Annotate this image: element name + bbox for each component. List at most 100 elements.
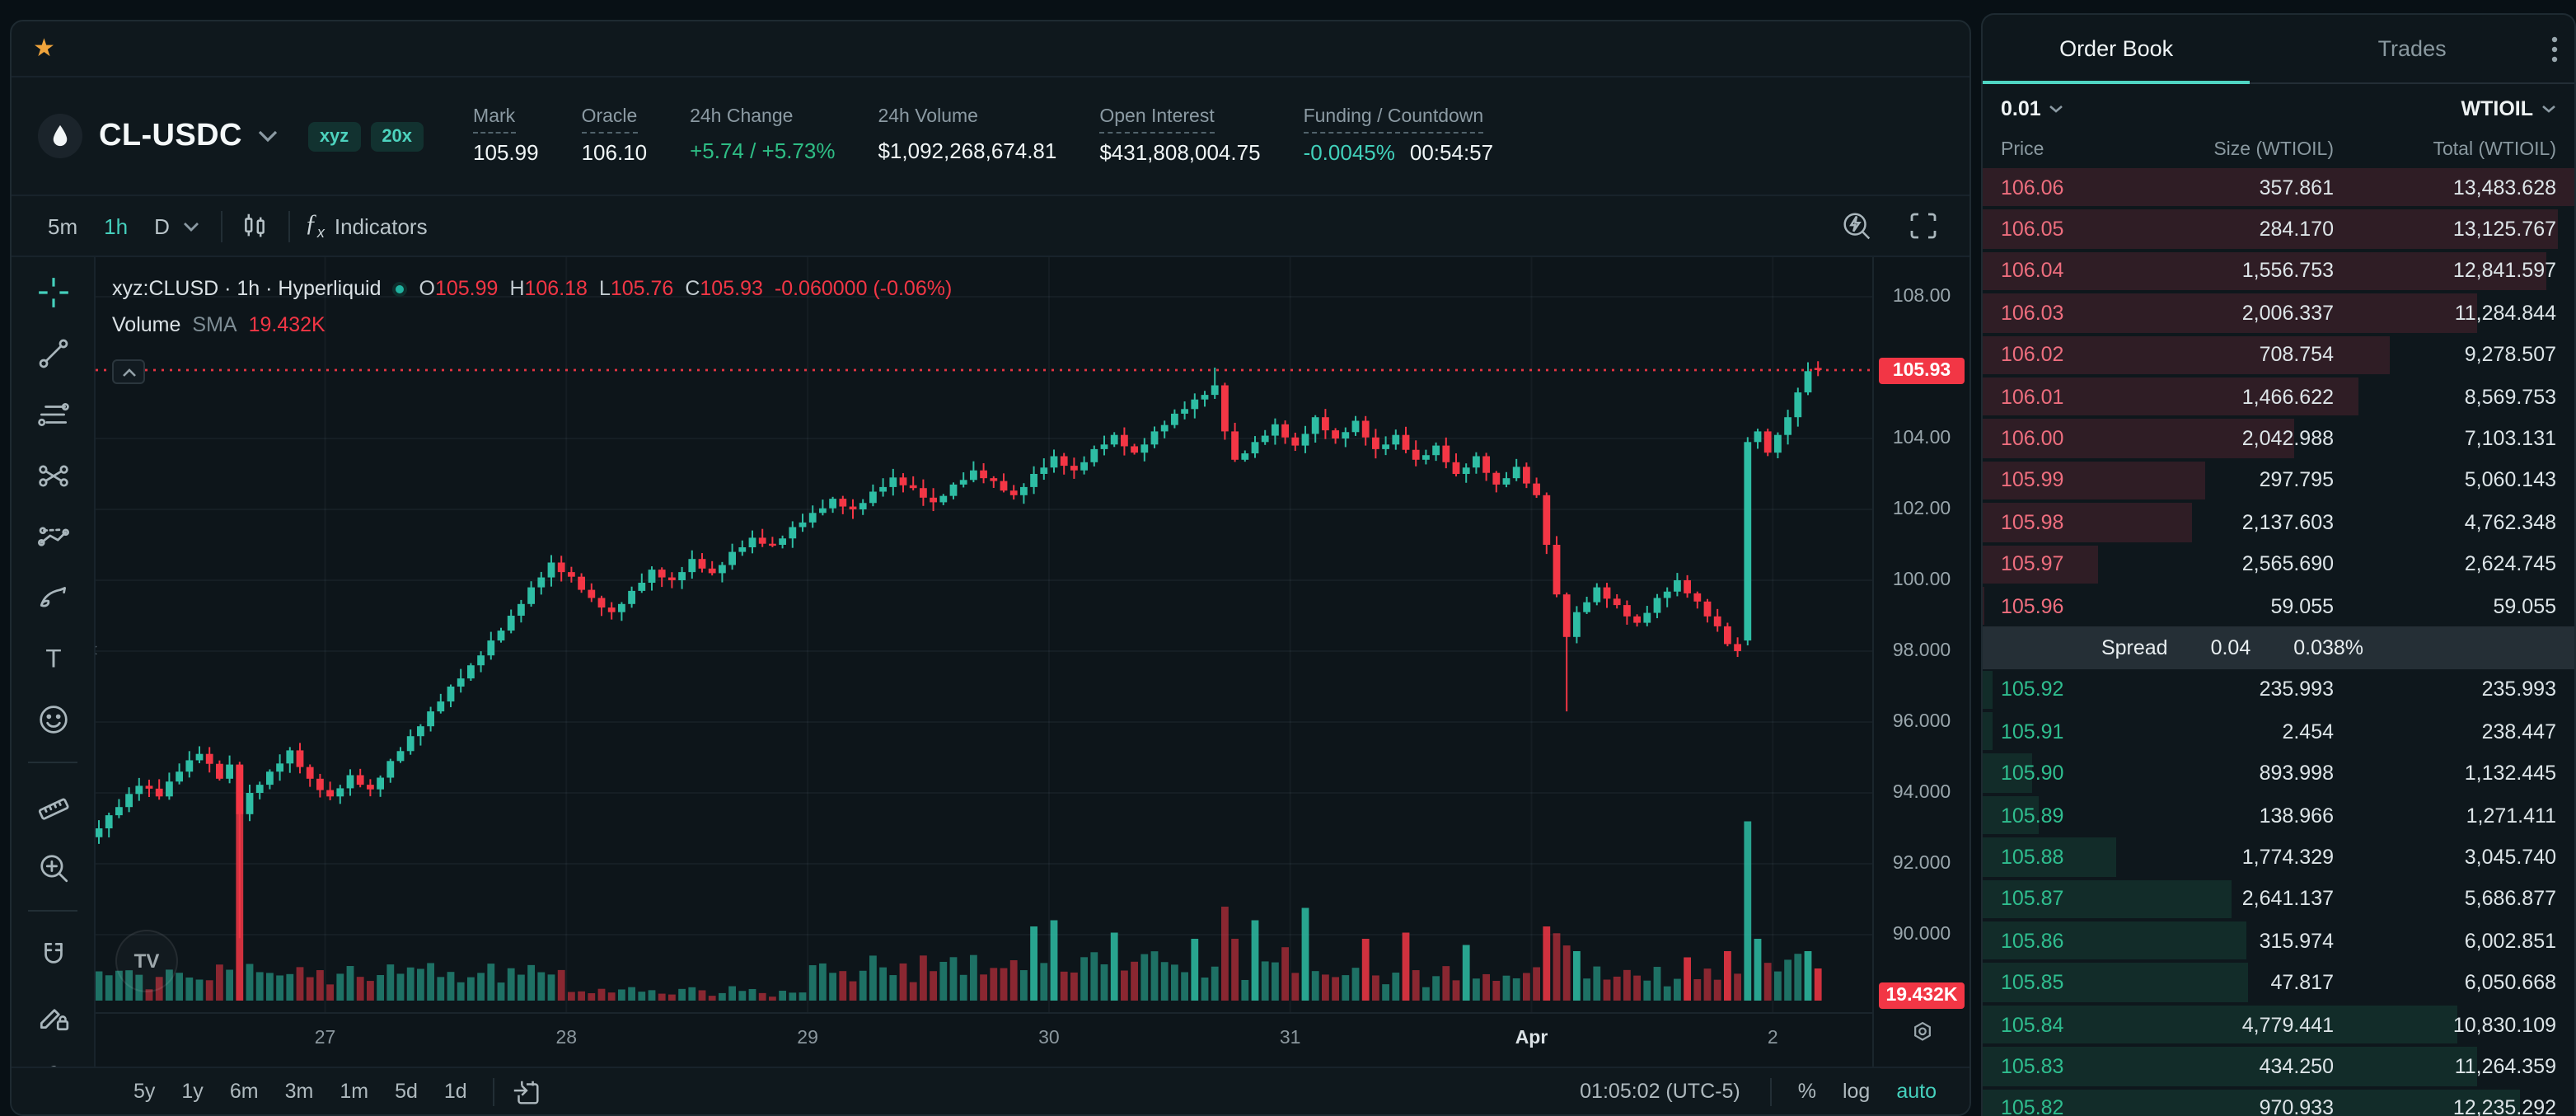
total-cell: 5,060.143 — [2464, 468, 2556, 492]
symbol-chevron-down-icon[interactable] — [257, 129, 279, 143]
orderbook-ask-row[interactable]: 105.99 297.795 5,060.143 — [1983, 459, 2574, 501]
scale-percent[interactable]: % — [1797, 1080, 1816, 1103]
orderbook-ask-row[interactable]: 106.03 2,006.337 11,284.844 — [1983, 292, 2574, 334]
draw-lock-icon[interactable] — [35, 997, 71, 1034]
depth-bar — [1983, 837, 2117, 877]
fullscreen-icon[interactable] — [1907, 209, 1940, 242]
depth-bar — [1983, 963, 2249, 1002]
orderbook-bid-row[interactable]: 105.90 893.998 1,132.445 — [1983, 753, 2574, 795]
scale-auto[interactable]: auto — [1896, 1080, 1937, 1103]
trend-line-icon[interactable] — [35, 335, 71, 371]
toolbar-collapse-arrow[interactable]: ‹ — [96, 636, 98, 661]
range-1d[interactable]: 1d — [443, 1080, 467, 1103]
size-cell: 4,779.441 — [2241, 1013, 2334, 1036]
patterns-icon[interactable] — [35, 518, 71, 554]
orderbook-bid-row[interactable]: 105.92 235.993 235.993 — [1983, 668, 2574, 710]
interval-1h[interactable]: 1h — [104, 213, 129, 238]
zoom-in-icon[interactable] — [35, 849, 71, 885]
depth-bar — [1983, 503, 2192, 542]
range-1y[interactable]: 1y — [181, 1080, 204, 1103]
ruler-icon[interactable] — [35, 788, 71, 824]
range-6m[interactable]: 6m — [229, 1080, 259, 1103]
unit-select[interactable]: WTIOIL — [2461, 96, 2557, 120]
orderbook-bid-row[interactable]: 105.87 2,641.137 5,686.877 — [1983, 878, 2574, 920]
favorite-star-icon[interactable]: ★ — [33, 35, 55, 63]
orderbook-bid-row[interactable]: 105.86 315.974 6,002.851 — [1983, 920, 2574, 962]
total-cell: 235.993 — [2481, 678, 2556, 701]
horizontal-lines-icon[interactable] — [35, 396, 71, 432]
stat-label: 24h Change — [690, 107, 794, 128]
orderbook-ask-row[interactable]: 106.00 2,042.988 7,103.131 — [1983, 418, 2574, 460]
kebab-menu-icon[interactable] — [2551, 15, 2558, 82]
symbol-badges: xyz 20x — [307, 121, 424, 151]
orderbook-ask-row[interactable]: 105.98 2,137.603 4,762.348 — [1983, 501, 2574, 543]
go-to-date-icon[interactable] — [508, 1073, 545, 1109]
timezone-clock[interactable]: 01:05:02 (UTC-5) — [1580, 1080, 1740, 1103]
axis-settings-icon[interactable] — [1874, 1019, 1969, 1047]
depth-bar — [1983, 795, 2039, 835]
size-cell: 315.974 — [2259, 929, 2334, 953]
text-icon[interactable]: T — [35, 640, 71, 676]
orderbook-bid-row[interactable]: 105.88 1,774.329 3,045.740 — [1983, 837, 2574, 879]
symbol-name[interactable]: CL-USDC — [99, 118, 242, 152]
price-cell: 106.03 — [2001, 301, 2064, 325]
orderbook-ask-row[interactable]: 105.97 2,565.690 2,624.745 — [1983, 543, 2574, 585]
orderbook-ask-row[interactable]: 105.96 59.055 59.055 — [1983, 585, 2574, 627]
orderbook-ask-row[interactable]: 106.02 708.754 9,278.507 — [1983, 334, 2574, 376]
orderbook-bid-row[interactable]: 105.85 47.817 6,050.668 — [1983, 962, 2574, 1004]
col-price: Price — [2001, 139, 2044, 159]
range-5d[interactable]: 5d — [395, 1080, 418, 1103]
precision-select[interactable]: 0.01 — [2001, 96, 2064, 120]
price-axis[interactable]: 108.00 104.00 102.00 100.00 98.000 96.000 94.0… — [1872, 257, 1969, 1067]
stat-funding-countdown: Funding / Countdown -0.0045% 00:54:57 — [1303, 107, 1493, 165]
tab-trades[interactable]: Trades — [2377, 36, 2447, 61]
range-3m[interactable]: 3m — [284, 1080, 314, 1103]
orderbook-bid-row[interactable]: 105.84 4,779.441 10,830.109 — [1983, 1004, 2574, 1046]
indicators-button[interactable]: ƒx Indicators — [305, 211, 428, 241]
time-tick-29: 29 — [797, 1029, 818, 1048]
magnet-icon[interactable] — [35, 936, 71, 973]
legend-collapse-button[interactable] — [112, 359, 145, 384]
time-tick-28: 28 — [555, 1029, 578, 1048]
stat-value: 106.10 — [581, 139, 648, 165]
orderbook-ask-row[interactable]: 106.01 1,466.622 8,569.753 — [1983, 376, 2574, 418]
orderbook-bid-row[interactable]: 105.89 138.966 1,271.411 — [1983, 795, 2574, 837]
orderbook-column-headers: Price Size (WTIOIL) Total (WTIOIL) — [1983, 132, 2574, 166]
tab-order-book[interactable]: Order Book — [1983, 15, 2250, 84]
brush-icon[interactable] — [35, 579, 71, 615]
interval-chevron-down-icon[interactable] — [183, 220, 199, 232]
depth-bar — [1983, 335, 2390, 374]
pitchfork-icon[interactable] — [35, 457, 71, 493]
interval-5m[interactable]: 5m — [48, 213, 78, 238]
stat-24h-volume: 24h Volume $1,092,268,674.81 — [878, 107, 1056, 162]
price-tick: 102.00 — [1892, 499, 1951, 519]
candle-style-icon[interactable] — [237, 208, 274, 244]
sma-label: SMA — [192, 313, 237, 336]
emoji-icon[interactable] — [35, 701, 71, 737]
crosshair-icon[interactable] — [35, 274, 71, 310]
scale-buttons: % log auto — [1785, 1080, 1950, 1103]
chart-plot-area[interactable]: xyz:CLUSD · 1h · Hyperliquid O105.99 H106… — [96, 257, 1872, 1067]
time-axis[interactable]: 27 28 29 30 31 Apr 2 — [96, 1012, 1872, 1067]
interval-D[interactable]: D — [154, 213, 170, 238]
orderbook-bid-row[interactable]: 105.91 2.454 238.447 — [1983, 710, 2574, 753]
time-tick-2: 2 — [1767, 1029, 1778, 1048]
depth-bar — [1983, 293, 2478, 333]
lock-icon[interactable] — [35, 1058, 71, 1067]
depth-bar — [1983, 461, 2205, 500]
quick-search-icon[interactable] — [1839, 209, 1874, 243]
orderbook-ask-row[interactable]: 106.04 1,556.753 12,841.597 — [1983, 251, 2574, 293]
orderbook-bid-row[interactable]: 105.82 970.933 12,235.292 — [1983, 1087, 2574, 1116]
price-tick: 94.000 — [1892, 783, 1951, 803]
size-cell: 2,565.690 — [2241, 552, 2334, 576]
range-5y[interactable]: 5y — [133, 1080, 156, 1103]
orderbook-ask-row[interactable]: 106.06 357.861 13,483.628 — [1983, 166, 2574, 209]
scale-log[interactable]: log — [1842, 1080, 1871, 1103]
tradingview-logo[interactable]: TV — [115, 930, 178, 992]
orderbook-bid-row[interactable]: 105.83 434.250 11,264.359 — [1983, 1045, 2574, 1087]
size-cell: 357.861 — [2259, 176, 2334, 199]
range-1m[interactable]: 1m — [340, 1080, 369, 1103]
orderbook-ask-row[interactable]: 106.05 284.170 13,125.767 — [1983, 209, 2574, 251]
depth-bar — [1983, 377, 2359, 416]
